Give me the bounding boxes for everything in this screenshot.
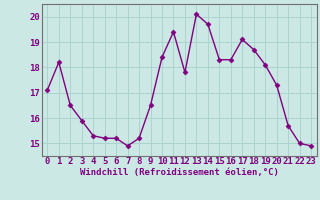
X-axis label: Windchill (Refroidissement éolien,°C): Windchill (Refroidissement éolien,°C) <box>80 168 279 177</box>
